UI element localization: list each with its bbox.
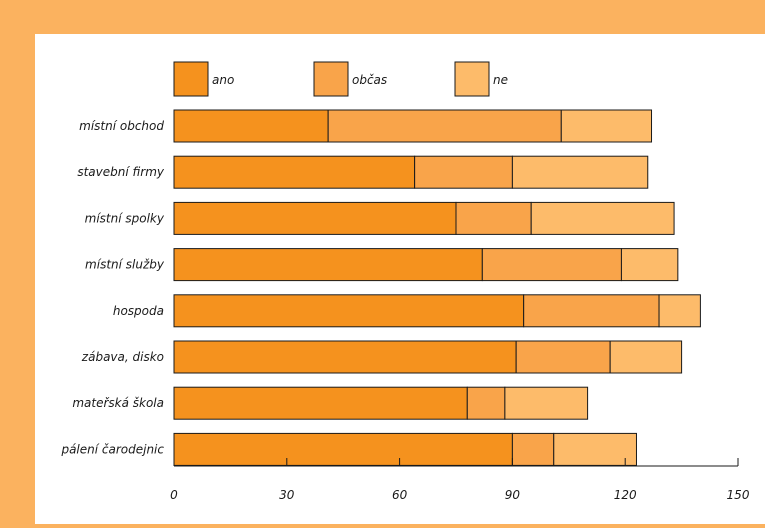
bar-hospoda-obcas [523, 294, 660, 328]
category-label-mistni-obchod: místní obchod [79, 119, 164, 133]
bar-mistni-sluzby-ano [173, 248, 483, 282]
bar-paleni-carodejnic-ne [553, 432, 637, 466]
category-label-materska-skola: mateřská škola [72, 396, 164, 410]
legend-swatch-obcas [313, 61, 349, 97]
category-label-stavebni-firmy: stavební firmy [77, 165, 165, 179]
bar-mistni-spolky-ano [173, 201, 457, 235]
bar-mistni-spolky-obcas [455, 201, 532, 235]
bar-hospoda-ne [658, 294, 701, 328]
bar-mistni-obchod-obcas [327, 109, 562, 143]
x-tick-label-120: 120 [614, 488, 637, 502]
x-tick-label-30: 30 [279, 488, 295, 502]
bar-mistni-spolky-ne [530, 201, 675, 235]
bar-zabava-disko-ano [173, 340, 517, 374]
legend-swatch-ano [173, 61, 209, 97]
bar-stavebni-firmy-obcas [414, 155, 513, 189]
category-label-mistni-sluzby: místní služby [85, 258, 165, 272]
category-label-zabava-disko: zábava, disko [81, 350, 164, 364]
bar-paleni-carodejnic-ano [173, 432, 513, 466]
category-label-hospoda: hospoda [113, 304, 164, 318]
bar-mistni-obchod-ne [560, 109, 653, 143]
bar-mistni-sluzby-ne [620, 248, 679, 282]
legend-label-obcas: občas [352, 73, 387, 87]
x-tick-label-150: 150 [727, 488, 750, 502]
bar-materska-skola-obcas [466, 386, 506, 420]
legend-label-ano: ano [212, 73, 234, 87]
bar-paleni-carodejnic-obcas [511, 432, 555, 466]
category-label-mistni-spolky: místní spolky [85, 211, 165, 225]
bars [173, 109, 701, 466]
bar-hospoda-ano [173, 294, 525, 328]
x-tick-label-0: 0 [170, 488, 178, 502]
bar-materska-skola-ne [504, 386, 589, 420]
x-tick-label-90: 90 [505, 488, 521, 502]
legend-swatch-ne [454, 61, 490, 97]
legend: ano občas ne [173, 61, 508, 97]
bar-stavebni-firmy-ano [173, 155, 416, 189]
bar-zabava-disko-ne [609, 340, 683, 374]
bar-materska-skola-ano [173, 386, 468, 420]
bar-zabava-disko-obcas [515, 340, 611, 374]
legend-label-ne: ne [493, 73, 508, 87]
bar-mistni-sluzby-obcas [481, 248, 622, 282]
x-axis: 0 30 60 90 120 150 [170, 458, 750, 502]
chart-panel: ano občas ne místní obchod stavební firmy mí… [35, 34, 765, 524]
bar-stavebni-firmy-ne [511, 155, 649, 189]
bar-mistni-obchod-ano [173, 109, 329, 143]
category-label-paleni-carodejnic: pálení čarodejnic [60, 442, 164, 456]
category-labels: místní obchod stavební firmy místní spolky… [60, 119, 164, 456]
x-tick-label-60: 60 [392, 488, 408, 502]
